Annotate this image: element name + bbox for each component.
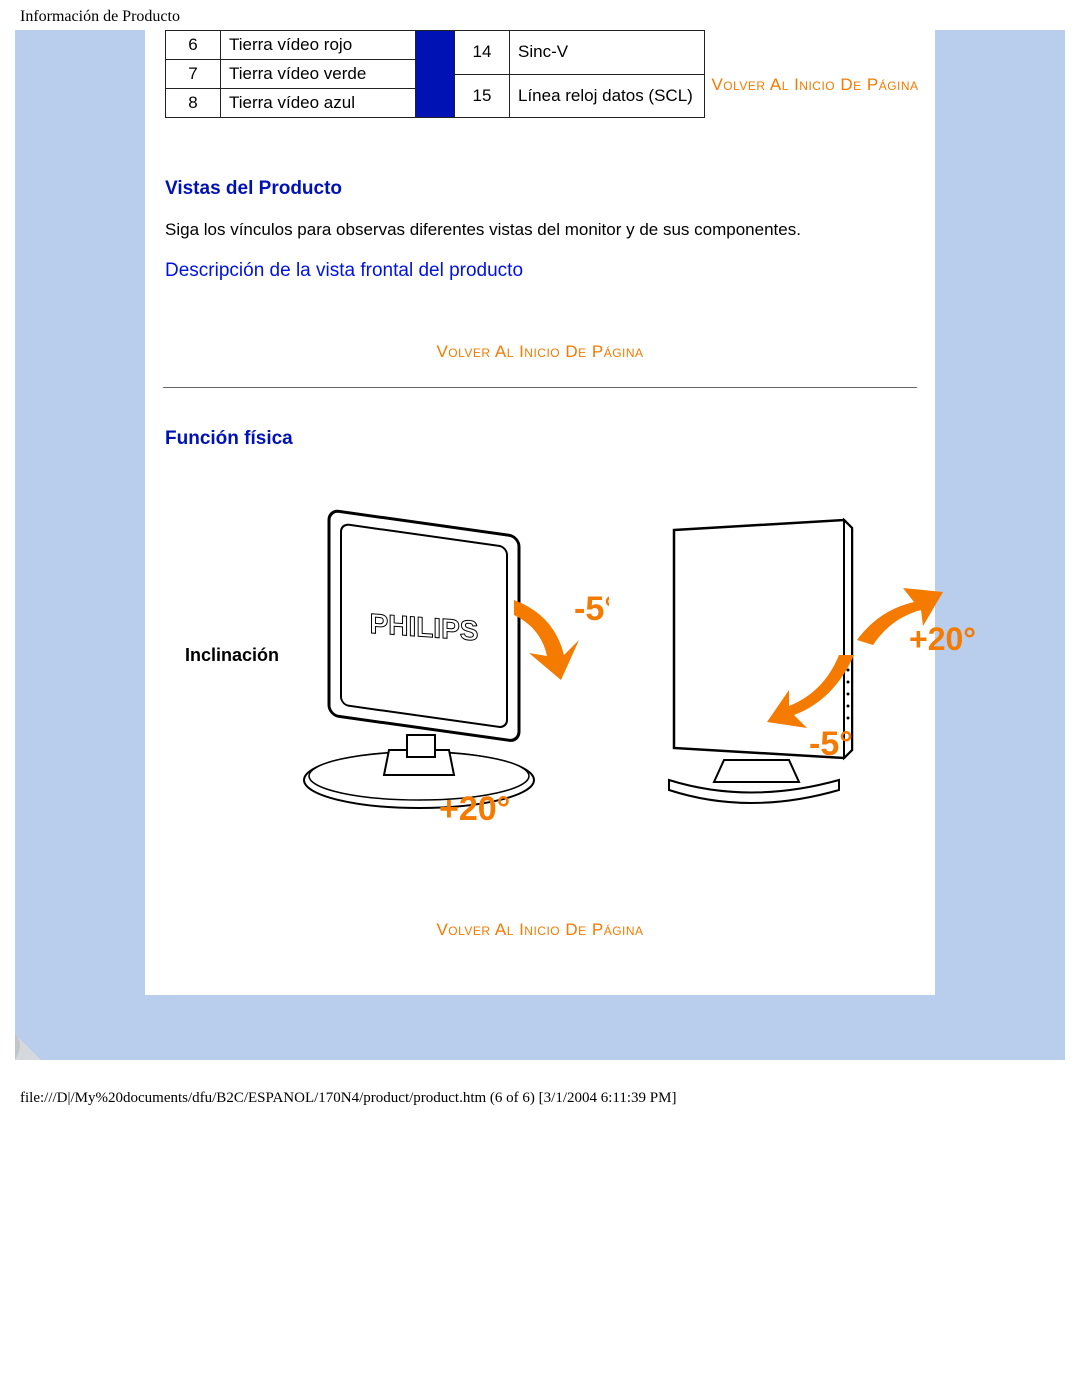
back-to-top-wrapper: Volver Al Inicio De Página — [165, 920, 915, 940]
pin-num: 14 — [455, 31, 510, 75]
front-view-link[interactable]: Descripción de la vista frontal del prod… — [165, 260, 523, 281]
page-header-title: Información de Producto — [0, 0, 1080, 30]
table-row: 14 Sinc-V — [455, 31, 705, 75]
pin-num: 15 — [455, 74, 510, 118]
pin-desc: Tierra vídeo rojo — [221, 31, 416, 60]
page-background: 6 Tierra vídeo rojo 7 Tierra vídeo verde… — [15, 30, 1065, 1060]
back-to-top-link[interactable]: Volver Al Inicio De Página — [711, 75, 918, 94]
pin-num: 8 — [166, 89, 221, 118]
pin-desc: Tierra vídeo azul — [221, 89, 416, 118]
pin-desc: Sinc-V — [510, 31, 705, 75]
tilt-arrow-minus-icon — [514, 600, 579, 680]
pin-num: 7 — [166, 60, 221, 89]
tilt-plus-text: +20° — [439, 790, 510, 828]
footer-path: file:///D|/My%20documents/dfu/B2C/ESPANO… — [0, 1060, 1080, 1117]
pin-tables: 6 Tierra vídeo rojo 7 Tierra vídeo verde… — [145, 30, 705, 118]
pin-table-left: 6 Tierra vídeo rojo 7 Tierra vídeo verde… — [165, 30, 416, 118]
tilt-minus-text: -5° — [574, 590, 609, 628]
tilt-minus-text: -5° — [809, 725, 853, 763]
blue-separator — [416, 30, 454, 118]
tilt-diagrams: PHILIPS -5° +20° — [289, 480, 979, 830]
table-row: 6 Tierra vídeo rojo — [166, 31, 416, 60]
back-to-top-wrapper: Volver Al Inicio De Página — [165, 342, 915, 362]
views-section: Vistas del Producto Siga los vínculos pa… — [145, 118, 935, 362]
content-panel: 6 Tierra vídeo rojo 7 Tierra vídeo verde… — [145, 30, 935, 995]
tilt-label: Inclinación — [185, 645, 279, 666]
pin-desc: Tierra vídeo verde — [221, 60, 416, 89]
back-to-top-wrapper: Volver Al Inicio De Página — [705, 30, 935, 95]
pin-table-right: 14 Sinc-V 15 Línea reloj datos (SCL) — [454, 30, 705, 118]
monitor-back-diagram: PHILIPS -5° +20° — [289, 480, 609, 830]
physical-heading: Función física — [165, 428, 915, 450]
tilt-row: Inclinación — [165, 460, 915, 830]
page-corner-icon — [15, 1034, 41, 1060]
tilt-plus-text: +20° — [909, 621, 976, 657]
pin-num: 6 — [166, 31, 221, 60]
back-to-top-link[interactable]: Volver Al Inicio De Página — [436, 342, 643, 361]
pin-desc: Línea reloj datos (SCL) — [510, 74, 705, 118]
pin-row: 6 Tierra vídeo rojo 7 Tierra vídeo verde… — [145, 30, 935, 118]
views-heading: Vistas del Producto — [165, 178, 915, 200]
physical-section: Función física Inclinación — [145, 388, 935, 940]
monitor-side-diagram: -5° +20° — [639, 490, 979, 820]
back-to-top-link[interactable]: Volver Al Inicio De Página — [436, 920, 643, 939]
table-row: 15 Línea reloj datos (SCL) — [455, 74, 705, 118]
table-row: 8 Tierra vídeo azul — [166, 89, 416, 118]
views-body-text: Siga los vínculos para observas diferent… — [165, 220, 915, 240]
table-row: 7 Tierra vídeo verde — [166, 60, 416, 89]
